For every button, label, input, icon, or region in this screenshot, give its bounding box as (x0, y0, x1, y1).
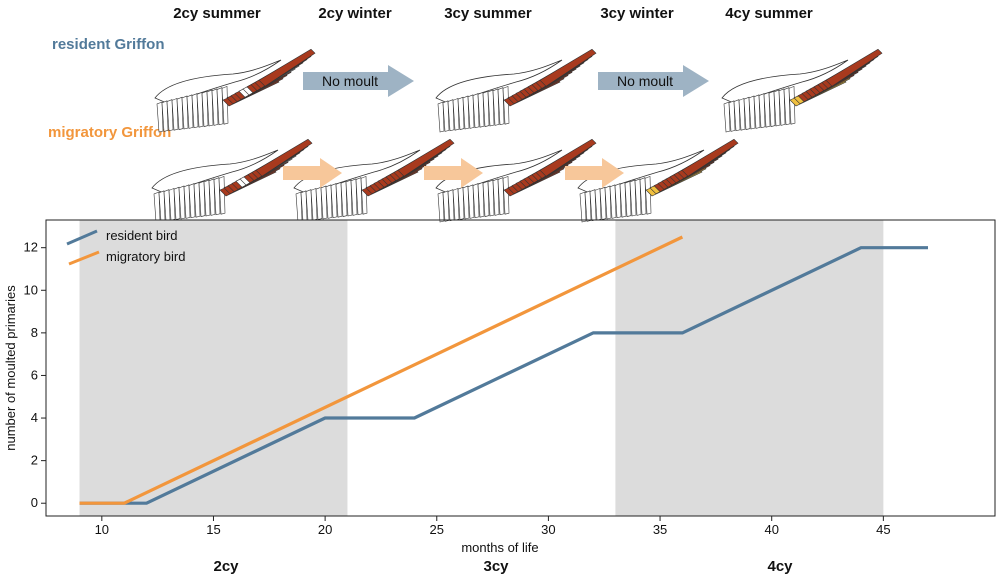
y-tick-label: 2 (31, 453, 38, 468)
resident-row-label: resident Griffon (52, 36, 165, 53)
cycle-label: 4cy (767, 558, 793, 575)
migratory-bird-line (79, 235, 684, 505)
moult-chart: 10 15 20 25 30 35 40 45 0 2 4 6 8 10 12 resident bird… (3, 219, 996, 575)
plot-frame (45, 219, 996, 517)
y-tick-label: 0 (31, 495, 38, 510)
legend-resident-label: resident bird (106, 228, 178, 243)
series-lines (79, 235, 928, 505)
resident-arrow-1: No moult (303, 65, 414, 97)
wing-illustration (293, 138, 455, 223)
legend-migratory-swatch (68, 250, 100, 266)
no-moult-label: No moult (617, 73, 673, 89)
no-moult-label: No moult (322, 73, 378, 89)
cycle-label: 3cy (483, 558, 509, 575)
legend-migratory-label: migratory bird (106, 249, 185, 264)
wing-illustration (435, 48, 597, 133)
resident-arrow-2: No moult (598, 65, 709, 97)
season-label: 3cy summer (444, 5, 532, 22)
cycle-labels: 2cy 3cy 4cy (213, 558, 793, 575)
wing-illustration (577, 138, 739, 223)
season-label: 4cy summer (725, 5, 813, 22)
season-label: 2cy winter (318, 5, 392, 22)
shaded-cycle-band (79, 220, 348, 516)
y-tick-label: 10 (24, 282, 38, 297)
x-tick-label: 20 (318, 522, 332, 537)
x-axis-ticks: 10 15 20 25 30 35 40 45 (95, 516, 891, 537)
x-tick-label: 25 (430, 522, 444, 537)
resident-bird-line (79, 246, 928, 505)
legend-resident-swatch (66, 229, 98, 246)
y-tick-label: 6 (31, 367, 38, 382)
x-tick-label: 10 (95, 522, 109, 537)
shaded-cycle-band (615, 220, 884, 516)
wing-illustration (154, 48, 316, 133)
y-axis-label: number of moulted primaries (3, 285, 18, 451)
shaded-cycles (79, 220, 884, 516)
wing-illustrations (151, 48, 883, 223)
wing-illustration (721, 48, 883, 133)
y-tick-label: 4 (31, 410, 38, 425)
x-tick-label: 15 (206, 522, 220, 537)
x-tick-label: 40 (764, 522, 778, 537)
cycle-label: 2cy (213, 558, 239, 575)
wing-illustration (435, 138, 597, 223)
migratory-arrows (283, 158, 624, 188)
y-axis-ticks: 0 2 4 6 8 10 12 (24, 240, 46, 510)
wing-illustration (151, 138, 313, 223)
migratory-row-label: migratory Griffon (48, 124, 171, 141)
y-tick-label: 8 (31, 325, 38, 340)
season-headers: 2cy summer 2cy winter 3cy summer 3cy win… (173, 5, 813, 22)
x-axis-label: months of life (461, 540, 538, 555)
x-tick-label: 30 (541, 522, 555, 537)
season-label: 2cy summer (173, 5, 261, 22)
legend: resident bird migratory bird (66, 228, 185, 266)
x-tick-label: 45 (876, 522, 890, 537)
y-tick-label: 12 (24, 240, 38, 255)
x-tick-label: 35 (653, 522, 667, 537)
season-label: 3cy winter (600, 5, 674, 22)
